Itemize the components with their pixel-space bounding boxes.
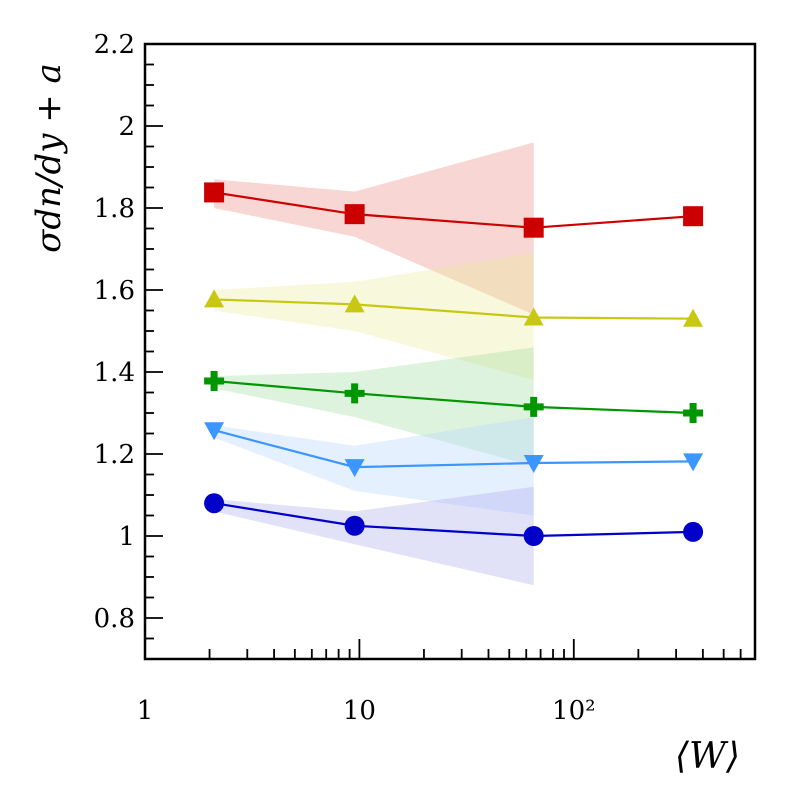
point-circle-4 bbox=[683, 521, 704, 542]
point-circle-1 bbox=[204, 493, 225, 514]
point-plus-2 bbox=[344, 383, 365, 404]
point-triangle-down-4 bbox=[683, 453, 704, 472]
x-tick-label-1: 1 bbox=[137, 696, 154, 726]
band-triangle-up bbox=[214, 253, 534, 381]
y-tick-label-4: 1.4 bbox=[94, 358, 135, 388]
point-plus-1 bbox=[204, 371, 225, 392]
y-tick-label-7: 2 bbox=[118, 112, 135, 142]
line-triangle-up bbox=[214, 298, 694, 320]
x-tick-label-2: 10 bbox=[343, 696, 376, 726]
point-circle-2 bbox=[344, 515, 365, 536]
y-tick-label-2: 1 bbox=[118, 522, 135, 552]
point-square-4 bbox=[683, 206, 704, 227]
series-lines bbox=[213, 191, 694, 538]
point-triangle-down-3 bbox=[523, 455, 544, 474]
axis-titles: ⟨W⟩ σdn/dy + a bbox=[29, 63, 740, 777]
point-triangle-up-4 bbox=[683, 308, 704, 327]
line-triangle-down bbox=[213, 429, 694, 469]
series-markers bbox=[204, 182, 704, 546]
x-axis-title: ⟨W⟩ bbox=[675, 736, 740, 777]
point-square-1 bbox=[204, 182, 225, 203]
uncertainty-bands bbox=[214, 142, 534, 586]
y-tick-label-6: 1.8 bbox=[94, 194, 135, 224]
axis-ticks bbox=[144, 43, 756, 660]
x-tick-label-3: 10² bbox=[552, 696, 596, 726]
point-triangle-down-1 bbox=[204, 422, 225, 441]
band-circle bbox=[214, 486, 534, 586]
point-plus-3 bbox=[523, 396, 544, 417]
band-square bbox=[214, 142, 534, 315]
y-tick-label-1: 0.8 bbox=[94, 604, 135, 634]
point-square-2 bbox=[344, 204, 365, 225]
point-triangle-down-2 bbox=[344, 459, 365, 478]
y-tick-label-8: 2.2 bbox=[94, 30, 135, 60]
y-tick-label-3: 1.2 bbox=[94, 440, 135, 470]
line-square bbox=[213, 191, 694, 229]
point-square-3 bbox=[523, 217, 544, 238]
point-circle-3 bbox=[523, 526, 544, 546]
band-plus bbox=[214, 347, 534, 467]
y-tick-label-5: 1.6 bbox=[94, 276, 135, 306]
line-plus bbox=[213, 379, 694, 415]
point-triangle-up-2 bbox=[344, 294, 365, 313]
tick-labels: 1 10 10² 0.8 1 1.2 1.4 1.6 1.8 2 2.2 bbox=[94, 30, 596, 726]
point-triangle-up-3 bbox=[523, 307, 544, 326]
point-plus-4 bbox=[683, 403, 704, 423]
line-circle bbox=[213, 502, 694, 538]
point-triangle-up-1 bbox=[204, 289, 225, 308]
y-axis-title: σdn/dy + a bbox=[29, 63, 69, 253]
